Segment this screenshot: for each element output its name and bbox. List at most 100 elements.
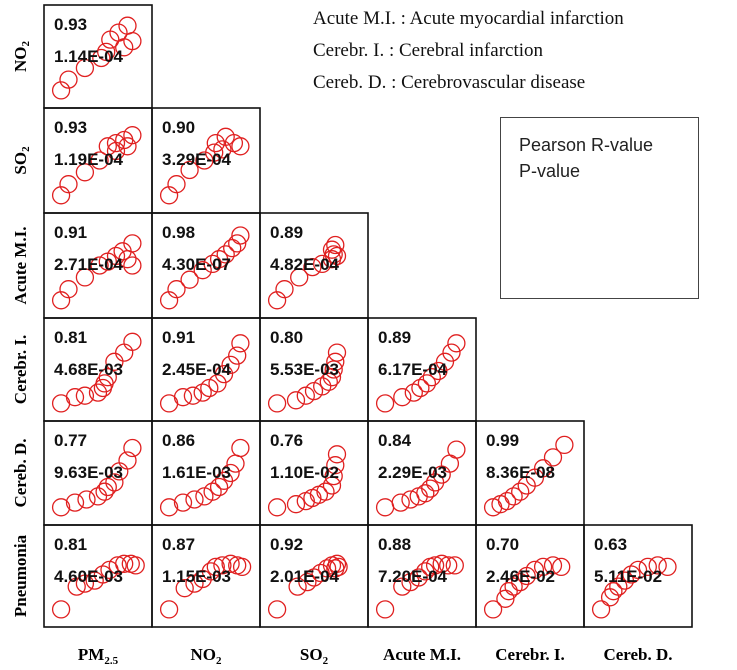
scatter-point bbox=[118, 137, 137, 156]
scatter-point bbox=[231, 137, 250, 156]
p-value: 2.46E-02 bbox=[486, 567, 555, 586]
p-value: 4.60E-03 bbox=[54, 567, 123, 586]
matrix-cell: 0.63 5.11E-02 bbox=[583, 524, 693, 628]
scatter-point bbox=[327, 246, 347, 266]
p-value: 4.30E-07 bbox=[162, 255, 231, 274]
scatter-point bbox=[65, 493, 85, 512]
scatter-point bbox=[267, 291, 287, 310]
scatter-point bbox=[416, 484, 435, 503]
pearson-r-value: 0.91 bbox=[162, 328, 195, 347]
row-label-text: NO bbox=[11, 47, 30, 73]
matrix-cell: 0.92 2.01E-04 bbox=[259, 524, 369, 628]
pearson-r-value: 0.81 bbox=[54, 328, 87, 347]
scatter-point bbox=[206, 557, 225, 577]
abbreviation-cerebrovascular-disease: Cereb. D. : Cerebrovascular disease bbox=[313, 72, 586, 93]
scatter-point bbox=[209, 250, 229, 269]
scatter-point bbox=[375, 498, 395, 517]
scatter-point bbox=[317, 559, 337, 578]
scatter-point bbox=[447, 334, 466, 353]
scatter-point bbox=[221, 355, 240, 375]
pearson-r-value: 0.76 bbox=[270, 431, 303, 450]
legend-p-value: P-value bbox=[519, 161, 581, 181]
pearson-r-value: 0.81 bbox=[54, 535, 87, 554]
scatter-point bbox=[213, 140, 232, 159]
column-label-text: NO bbox=[191, 645, 217, 664]
scatter-point bbox=[159, 291, 179, 310]
scatter-point bbox=[77, 490, 96, 509]
matrix-cell: 0.98 4.30E-07 bbox=[151, 212, 261, 319]
scatter-point bbox=[499, 582, 518, 601]
scatter-point bbox=[326, 559, 345, 578]
pearson-r-value: 0.92 bbox=[270, 535, 303, 554]
matrix-cell: 0.81 4.68E-03 bbox=[43, 317, 153, 422]
scatter-point bbox=[205, 143, 224, 162]
scatter-point bbox=[286, 391, 306, 410]
p-value: 1.14E-04 bbox=[54, 47, 124, 66]
scatter-point bbox=[98, 477, 117, 497]
scatter-point bbox=[98, 368, 117, 387]
scatter-point bbox=[391, 493, 410, 512]
scatter-point bbox=[203, 482, 222, 501]
scatter-point bbox=[59, 175, 78, 194]
row-label-cereb-d: Cereb. D. bbox=[11, 438, 30, 507]
pearson-r-value: 0.99 bbox=[486, 431, 519, 450]
scatter-point bbox=[525, 560, 545, 580]
scatter-point bbox=[203, 254, 222, 274]
scatter-point bbox=[600, 588, 620, 607]
p-value: 1.19E-04 bbox=[54, 150, 124, 169]
matrix-cell: 0.80 5.53E-03 bbox=[259, 317, 369, 422]
matrix-cell: 0.91 2.45E-04 bbox=[151, 317, 261, 422]
scatter-point bbox=[648, 556, 667, 575]
p-value: 2.71E-04 bbox=[54, 255, 124, 274]
scatter-point bbox=[511, 572, 530, 592]
matrix-cell: 0.87 1.15E-03 bbox=[151, 524, 261, 628]
scatter-point bbox=[609, 577, 628, 596]
row-label-text: SO bbox=[11, 152, 30, 175]
column-label-text: Acute M.I. bbox=[383, 645, 461, 664]
scatter-point bbox=[167, 175, 186, 194]
scatter-point bbox=[75, 268, 95, 287]
p-value: 1.61E-03 bbox=[162, 463, 231, 482]
scatter-point bbox=[159, 498, 179, 517]
row-label-text: Acute M.I. bbox=[11, 227, 30, 305]
scatter-point bbox=[206, 133, 225, 153]
scatter-point bbox=[327, 343, 347, 362]
scatter-point bbox=[615, 571, 635, 590]
scatter-point bbox=[411, 378, 430, 398]
scatter-point bbox=[193, 383, 212, 402]
p-value: 4.68E-03 bbox=[54, 360, 123, 379]
scatter-point bbox=[123, 256, 142, 275]
scatter-point bbox=[628, 560, 648, 580]
matrix-cell: 0.89 4.82E-04 bbox=[259, 212, 369, 319]
scatter-point bbox=[105, 473, 124, 492]
scatter-point bbox=[435, 352, 455, 371]
row-label-subscript: 2 bbox=[20, 41, 32, 47]
scatter-point bbox=[304, 568, 324, 587]
scatter-point bbox=[322, 240, 342, 259]
scatter-point bbox=[504, 487, 523, 506]
row-label-text: Cereb. D. bbox=[11, 438, 30, 507]
scatter-point bbox=[267, 600, 287, 619]
matrix-cell: 0.84 2.29E-03 bbox=[367, 420, 477, 526]
scatter-point bbox=[185, 490, 204, 509]
scatter-point bbox=[288, 577, 307, 596]
scatter-point bbox=[115, 38, 134, 57]
cell-border bbox=[583, 524, 693, 628]
scatter-point bbox=[115, 343, 134, 362]
scatter-point bbox=[324, 466, 343, 486]
row-label-cerebr-i: Cerebr. I. bbox=[11, 335, 30, 404]
row-label-pneumonia: Pneumonia bbox=[11, 534, 30, 617]
pearson-r-value: 0.93 bbox=[54, 118, 87, 137]
scatter-point bbox=[327, 445, 347, 464]
scatter-point bbox=[123, 438, 142, 458]
matrix-cell: 0.81 4.60E-03 bbox=[43, 524, 153, 628]
scatter-point bbox=[483, 600, 503, 619]
scatter-point bbox=[375, 394, 395, 413]
scatter-point bbox=[303, 488, 322, 508]
p-value: 1.10E-02 bbox=[270, 463, 339, 482]
scatter-point bbox=[432, 554, 451, 573]
scatter-point bbox=[221, 554, 240, 573]
scatter-point bbox=[286, 495, 306, 514]
scatter-point bbox=[231, 334, 250, 353]
